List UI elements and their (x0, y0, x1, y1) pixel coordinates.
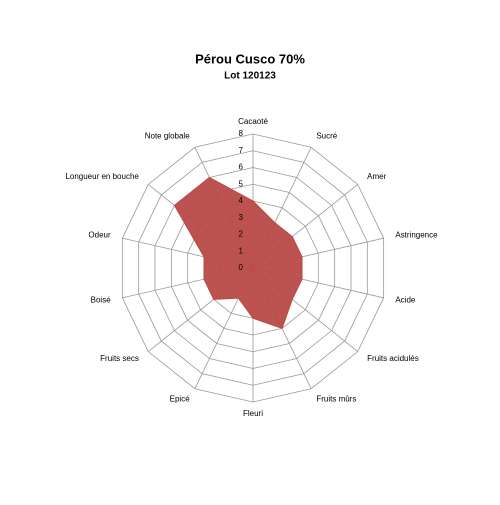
category-label: Fruits secs (100, 354, 139, 363)
category-label: Odeur (88, 231, 111, 240)
category-label: Fleuri (243, 409, 263, 418)
r-tick-label: 2 (239, 230, 244, 239)
r-tick-label: 4 (239, 196, 244, 205)
r-tick-label: 1 (239, 246, 244, 255)
r-tick-label: 0 (239, 263, 244, 272)
category-label: Cacaoté (238, 117, 268, 126)
r-tick-label: 7 (239, 146, 244, 155)
category-label: Fruits mûrs (316, 395, 356, 404)
data-area (173, 176, 303, 330)
r-tick-label: 3 (239, 213, 244, 222)
r-tick-label: 8 (239, 129, 244, 138)
category-label: Sucré (316, 132, 337, 141)
category-label: Note globale (145, 132, 190, 141)
r-tick-label: 5 (239, 179, 244, 188)
category-label: Longueur en bouche (65, 172, 139, 181)
category-label: Epicé (170, 395, 191, 404)
chart-subtitle: Lot 120123 (224, 71, 276, 82)
category-label: Boisé (91, 296, 112, 305)
category-label: Astringence (395, 231, 438, 240)
category-label: Acide (395, 296, 416, 305)
category-label: Amer (367, 172, 386, 181)
chart-title: Pérou Cusco 70% (195, 51, 305, 66)
r-tick-label: 6 (239, 163, 244, 172)
category-label: Fruits acidulés (367, 354, 419, 363)
